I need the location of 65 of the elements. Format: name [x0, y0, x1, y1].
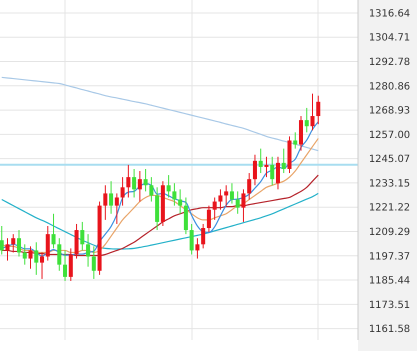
y-tick-label: 1280.86 [368, 81, 410, 92]
line-series [1, 76, 319, 152]
candlestick [86, 234, 90, 268]
candlestick [310, 93, 315, 131]
candlestick [120, 176, 125, 206]
candlestick [144, 168, 148, 192]
candlestick [28, 246, 33, 270]
candlestick [316, 95, 320, 125]
y-tick-label: 1161.58 [368, 324, 410, 336]
candlestick [109, 180, 114, 214]
y-tick-label: 1197.37 [368, 251, 410, 262]
candlestick [63, 250, 68, 282]
y-tick-label: 1316.64 [368, 8, 410, 20]
candlestick [16, 230, 22, 258]
y-tick-label: 1221.22 [368, 202, 410, 214]
candlestick [178, 188, 182, 214]
candlestick [11, 234, 16, 253]
candlestick [247, 172, 252, 200]
candlestick [264, 156, 268, 178]
candlestick [212, 196, 217, 220]
candlestick [0, 225, 4, 255]
candlestick [258, 148, 263, 174]
candlestick [206, 205, 211, 233]
candlestick [103, 184, 108, 220]
y-tick-label: 1173.51 [368, 300, 410, 311]
candlestick [293, 132, 298, 150]
candlestick [114, 192, 119, 224]
candlestick [218, 188, 222, 210]
candlestick [230, 182, 234, 204]
candlestick [40, 252, 44, 280]
candlestick [172, 182, 176, 206]
candlestick [149, 176, 154, 202]
candlestick [276, 156, 280, 190]
candlestick [46, 225, 50, 262]
candlestick [80, 221, 84, 251]
candlestick [22, 244, 27, 266]
candlestick [92, 246, 96, 280]
candlestick [52, 213, 56, 249]
candlestick [304, 107, 309, 133]
candlestick [270, 156, 274, 186]
candlestick [224, 184, 228, 206]
y-tick-label: 1233.15 [368, 178, 410, 190]
y-tick-label: 1245.07 [368, 154, 410, 166]
y-tick-label: 1304.71 [368, 32, 410, 44]
y-tick-label: 1209.29 [368, 227, 410, 238]
candlestick [5, 238, 10, 262]
candlestick [132, 168, 136, 198]
candlestick [190, 223, 194, 255]
candlestick [282, 148, 286, 174]
candlestick [241, 188, 246, 222]
candlestick [138, 170, 142, 202]
candlestick [195, 238, 200, 260]
candlestick [201, 223, 206, 249]
y-tick-label: 1292.78 [368, 57, 410, 68]
candlestick [57, 238, 62, 272]
candlestick [252, 154, 257, 186]
line-series [1, 192, 319, 250]
y-tick-label: 1257.00 [368, 130, 410, 141]
y-tick-label: 1185.44 [368, 276, 410, 287]
candlestick [68, 248, 73, 282]
candlestick [34, 242, 38, 276]
y-tick-label: 1268.93 [368, 106, 410, 117]
candlestick [126, 164, 130, 198]
candlestick [166, 174, 171, 198]
candlestick [236, 190, 240, 214]
